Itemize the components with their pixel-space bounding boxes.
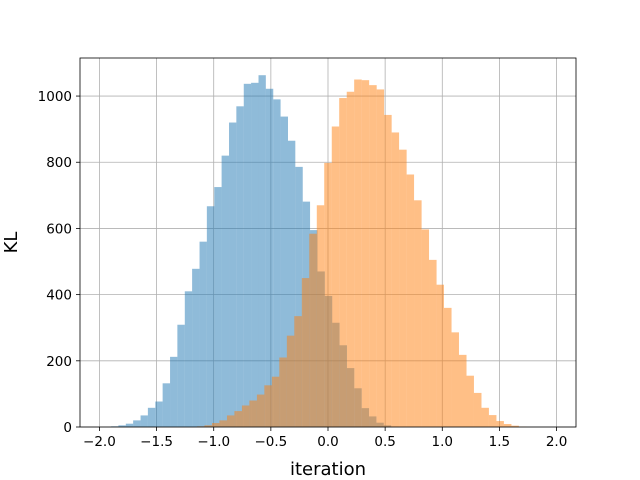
x-tick-label: 0.5 xyxy=(374,434,395,450)
y-tick-label: 800 xyxy=(46,155,72,171)
histogram-bar xyxy=(414,200,422,427)
histogram-bar xyxy=(458,354,467,427)
y-tick-label: 600 xyxy=(46,221,72,237)
x-tick-label: −0.5 xyxy=(254,434,287,450)
histogram-bar xyxy=(204,425,212,427)
histogram-bar xyxy=(280,116,288,427)
histogram-bar xyxy=(286,335,295,427)
histogram-bar xyxy=(301,278,310,427)
x-tick-label: 1.5 xyxy=(489,434,510,450)
histogram-bar xyxy=(184,291,193,427)
histogram-bar xyxy=(221,155,230,427)
x-tick-label: −1.0 xyxy=(197,434,230,450)
histogram-bar xyxy=(236,106,244,427)
histogram-bar xyxy=(140,415,148,427)
y-tick-label: 400 xyxy=(46,288,72,304)
histogram-bar xyxy=(219,420,227,427)
histogram-bar xyxy=(294,316,302,427)
histogram-bar xyxy=(199,241,207,427)
histogram-bar xyxy=(324,162,332,428)
x-tick-label: −1.5 xyxy=(140,434,173,450)
histogram-bar xyxy=(214,187,222,427)
histogram-bar xyxy=(466,375,474,427)
histogram-bar xyxy=(243,83,252,428)
histogram-bar xyxy=(339,98,347,427)
histogram-bar xyxy=(436,284,444,427)
histogram-bar xyxy=(384,114,392,428)
histogram-bar xyxy=(226,415,235,427)
histogram-bar xyxy=(444,307,452,427)
histogram-bar xyxy=(473,392,482,427)
histogram-bar xyxy=(399,149,407,428)
histogram-bar xyxy=(212,423,220,427)
histogram-bar xyxy=(234,411,242,427)
x-tick-label: 0.0 xyxy=(317,434,338,450)
histogram-bar xyxy=(503,424,512,427)
histogram-bar xyxy=(421,229,430,427)
y-axis-ticks: 0 200 400 600 800 1000 xyxy=(38,89,80,436)
histogram-bar xyxy=(229,122,237,427)
histogram-bar xyxy=(488,415,497,427)
histogram-bar xyxy=(376,89,385,428)
histogram-bar xyxy=(406,174,415,427)
histogram-bar xyxy=(264,385,272,427)
y-tick-label: 1000 xyxy=(38,89,72,105)
histogram-bar xyxy=(288,140,296,428)
histogram-bar xyxy=(258,75,266,427)
histogram-bar xyxy=(451,332,459,427)
histogram-bar xyxy=(241,405,250,427)
histogram-bar xyxy=(192,268,200,427)
histogram-bar xyxy=(170,356,178,427)
histogram-bar xyxy=(273,99,281,428)
y-axis-label: KL xyxy=(1,232,22,254)
histogram-bar xyxy=(147,407,156,427)
series-1-bars xyxy=(197,79,527,428)
x-tick-label: 1.0 xyxy=(432,434,453,450)
histogram-bar xyxy=(481,407,489,427)
histogram-bar xyxy=(133,420,141,427)
histogram-bar xyxy=(177,324,185,427)
histogram-bar xyxy=(361,80,370,427)
x-tick-label: −2.0 xyxy=(83,434,116,450)
histogram-bar xyxy=(295,166,303,427)
histogram-bar xyxy=(316,205,325,427)
histogram-bar xyxy=(369,85,377,428)
histogram-bar xyxy=(429,259,437,427)
histogram-bar xyxy=(271,376,280,427)
y-tick-label: 200 xyxy=(46,354,72,370)
histogram-bar xyxy=(265,88,274,427)
histogram-bar xyxy=(249,400,257,427)
histogram-bars xyxy=(111,75,527,428)
histogram-bar xyxy=(206,206,215,427)
histogram-bar xyxy=(251,82,259,428)
histogram-bar xyxy=(331,126,340,427)
histogram-bar xyxy=(162,383,171,427)
y-tick-label: 0 xyxy=(63,420,72,436)
histogram-bar xyxy=(118,425,126,427)
histogram-bar xyxy=(511,425,519,427)
x-axis-ticks: −2.0 −1.5 −1.0 −0.5 0.0 0.5 1.0 1.5 2.0 xyxy=(83,427,567,450)
histogram-bar xyxy=(279,357,287,427)
histogram-bar xyxy=(391,132,400,427)
histogram-bar xyxy=(354,79,362,428)
x-tick-label: 2.0 xyxy=(546,434,567,450)
histogram-bar xyxy=(309,233,317,427)
x-axis-label: iteration xyxy=(290,459,366,480)
histogram-bar xyxy=(346,91,355,428)
histogram-bar xyxy=(155,401,163,427)
histogram-bar xyxy=(496,421,504,427)
histogram-bar xyxy=(256,394,265,427)
histogram-bar xyxy=(125,423,134,427)
